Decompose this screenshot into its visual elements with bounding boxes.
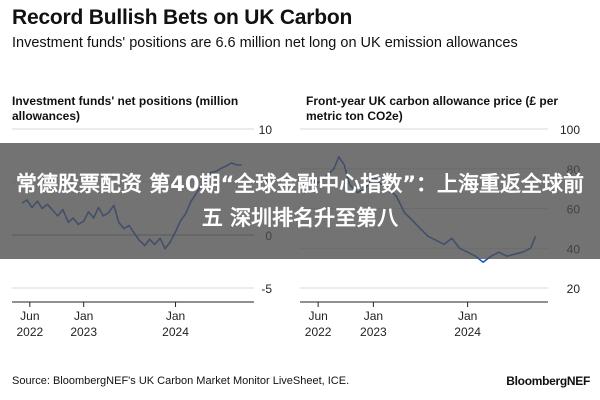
left-y-tick-label: 10 [259, 123, 273, 137]
source-note: Source: BloombergNEF's UK Carbon Market … [12, 375, 350, 387]
right-y-tick-label: 20 [567, 282, 581, 296]
left-x-tick-label: Jan 2024 [162, 309, 189, 339]
left-x-tick-label: Jun 2022 [16, 309, 43, 339]
right-x-tick-label: Jan 2024 [454, 309, 481, 339]
chart-subtitle: Investment funds' positions are 6.6 mill… [12, 35, 518, 51]
left-x-tick-label: Jan 2023 [70, 309, 97, 339]
left-y-tick-label: -5 [261, 282, 272, 296]
right-y-tick-label: 100 [560, 123, 580, 137]
left-panel-title: Investment funds' net positions (million… [12, 94, 239, 123]
brand-logo: BloombergNEF [506, 374, 590, 388]
right-x-tick-label: Jan 2023 [360, 309, 387, 339]
chart-title: Record Bullish Bets on UK Carbon [12, 6, 353, 29]
overlay-banner: 常德股票配资 第40期“全球金融中心指数”：上海重返全球前五 深圳排名升至第八 [0, 143, 600, 259]
right-x-tick-label: Jun 2022 [305, 309, 332, 339]
overlay-banner-text: 常德股票配资 第40期“全球金融中心指数”：上海重返全球前五 深圳排名升至第八 [15, 172, 585, 230]
right-panel-title: Front-year UK carbon allowance price (£ … [306, 94, 559, 123]
